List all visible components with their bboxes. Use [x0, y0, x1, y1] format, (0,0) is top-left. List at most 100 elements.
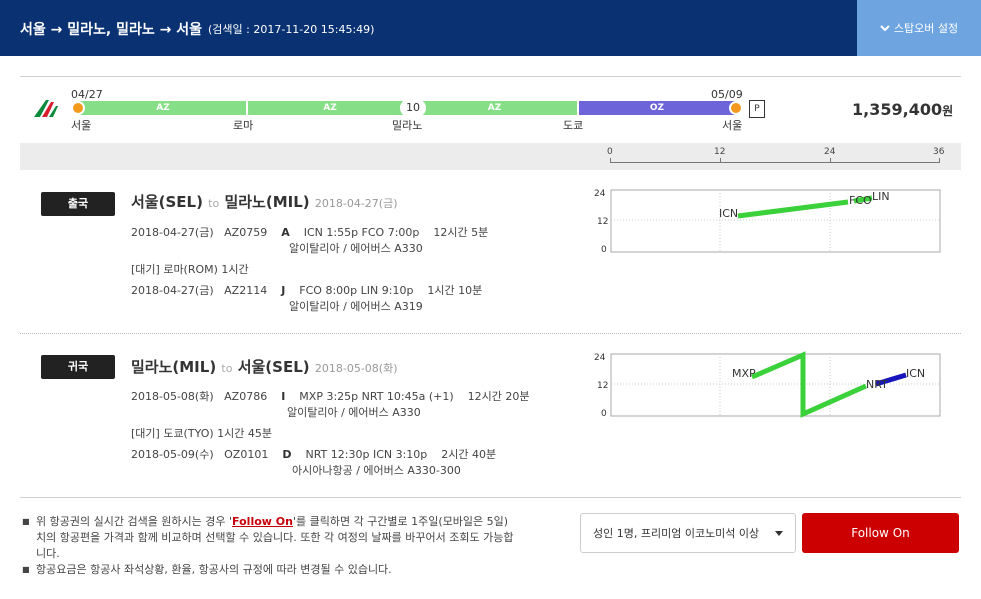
y-tick: 24: [594, 189, 606, 199]
flight-aircraft: 알이탈리아 / 에어버스 A319: [289, 300, 423, 313]
p-badge: P: [749, 100, 765, 118]
flight-segment: [853, 195, 873, 204]
scale-tick: 24: [824, 147, 836, 157]
scale-tick: 0: [607, 147, 613, 157]
city-label: 밀라노: [392, 119, 423, 132]
flight-aircraft: 아시아나항공 / 에어버스 A330-300: [292, 464, 461, 477]
bullet-icon: ■: [22, 565, 30, 574]
return-date: 05/09: [711, 88, 743, 101]
notice-follow-on: ■ 위 항공권의 실시간 검색을 원하시는 경우 'Follow On'를 클릭…: [22, 514, 514, 562]
route-to: 밀라노(MIL): [224, 193, 310, 211]
inbound-badge: 귀국: [41, 355, 115, 379]
booking-class: I: [281, 390, 286, 403]
search-date: (검색일 : 2017-11-20 15:45:49): [208, 23, 375, 36]
flight-times: FCO 8:00p LIN 9:10p: [299, 284, 414, 297]
airport-label: NRT: [866, 378, 888, 391]
scale-mark: [720, 158, 721, 163]
scale-mark: [830, 158, 831, 163]
caret-down-icon: [775, 531, 783, 536]
flight-segment: [751, 351, 868, 418]
route-date: 2018-05-08(화): [314, 362, 398, 375]
price-currency: 원: [942, 104, 954, 118]
trip-title: 서울 → 밀라노, 밀라노 → 서울: [20, 22, 202, 38]
flight-line: 2018-05-09(수) OZ0101 D NRT 12:30p ICN 3:…: [131, 446, 496, 462]
flight-number: AZ2114: [224, 284, 268, 297]
segment-az-1: AZ: [80, 101, 246, 115]
outbound-route-title: 서울(SEL) to 밀라노(MIL) 2018-04-27(금): [131, 191, 398, 212]
flight-number: AZ0759: [224, 226, 268, 239]
scale-tick: 12: [714, 147, 726, 157]
route-from: 서울(SEL): [131, 193, 203, 211]
airport-label: LIN: [872, 190, 890, 203]
flight-date: 2018-05-09(수): [131, 448, 214, 461]
y-tick: 0: [601, 245, 607, 254]
airport-label: ICN: [719, 207, 738, 220]
y-tick: 24: [594, 353, 606, 363]
flight-number: OZ0101: [224, 448, 269, 461]
flight-segment: [737, 199, 849, 219]
stopover-label: 스탑오버 설정: [893, 22, 959, 35]
city-label: 서울: [722, 119, 743, 132]
flight-segment: [875, 372, 907, 387]
flight-line: 2018-04-27(금) AZ2114 J FCO 8:00p LIN 9:1…: [131, 282, 482, 298]
booking-class: D: [282, 448, 292, 461]
segment-oz-1: OZ: [579, 101, 735, 115]
destination-dot: [729, 101, 743, 115]
flight-aircraft: 알이탈리아 / 에어버스 A330: [289, 242, 423, 255]
origin-dot: [71, 101, 85, 115]
flight-line: 2018-05-08(화) AZ0786 I MXP 3:25p NRT 10:…: [131, 388, 530, 404]
chevron-down-icon: [880, 22, 890, 35]
passenger-class-value: 성인 1명, 프리미엄 이코노미석 이상: [593, 527, 760, 540]
divider: [20, 76, 961, 77]
airport-label: MXP: [732, 367, 756, 380]
stopover-settings-button[interactable]: 스탑오버 설정: [857, 0, 981, 56]
follow-on-link[interactable]: Follow On: [232, 515, 293, 528]
booking-class: J: [281, 284, 286, 297]
flight-aircraft: 알이탈리아 / 에어버스 A330: [287, 406, 421, 419]
notice-text: 항공요금은 항공사 좌석상황, 환율, 항공사의 규정에 따라 변경될 수 있습…: [36, 563, 392, 576]
airport-label: ICN: [906, 367, 925, 380]
notice-text: 위 항공권의 실시간 검색을 원하시는 경우 ': [36, 515, 233, 528]
notice-fare: ■ 항공요금은 항공사 좌석상황, 환율, 항공사의 규정에 따라 변경될 수 …: [22, 562, 514, 578]
flight-times: MXP 3:25p NRT 10:45a (+1): [299, 390, 454, 403]
departure-date: 04/27: [71, 88, 103, 101]
booking-class: A: [281, 226, 290, 239]
segment-az-3: AZ: [412, 101, 577, 115]
price-value: 1,359,400: [852, 100, 943, 119]
city-label: 로마: [233, 119, 254, 132]
route-to: 서울(SEL): [237, 358, 310, 376]
route-to-word: to: [208, 197, 220, 210]
scale-mark: [939, 158, 940, 163]
segment-az-2: AZ: [248, 101, 412, 115]
flight-times: ICN 1:55p FCO 7:00p: [303, 226, 420, 239]
flight-date: 2018-04-27(금): [131, 284, 214, 297]
follow-on-button[interactable]: Follow On: [802, 513, 959, 553]
header-bar: 서울 → 밀라노, 밀라노 → 서울 (검색일 : 2017-11-20 15:…: [0, 0, 981, 56]
flight-line: 2018-04-27(금) AZ0759 A ICN 1:55p FCO 7:0…: [131, 224, 488, 240]
alitalia-logo-icon: [32, 98, 60, 118]
city-label: 도쿄: [563, 119, 584, 132]
inbound-time-chart: 24 12 0 MXP NRT ICN: [594, 351, 941, 418]
passenger-class-select[interactable]: 성인 1명, 프리미엄 이코노미석 이상: [580, 513, 796, 553]
flight-duration: 12시간 20분: [467, 390, 530, 403]
y-tick: 12: [597, 217, 608, 227]
scale-tick: 36: [933, 147, 945, 157]
flight-date: 2018-05-08(화): [131, 390, 214, 403]
flight-duration: 2시간 40분: [441, 448, 497, 461]
notice-text: '를 클릭하면 각 구간별로 1주일(모바일은 5일)치의 항공편을 가격과 함…: [36, 515, 514, 560]
flight-date: 2018-04-27(금): [131, 226, 214, 239]
flight-times: NRT 12:30p ICN 3:10p: [305, 448, 428, 461]
section-divider: [20, 333, 961, 334]
outbound-time-chart: 24 12 0 ICN FCO LIN: [594, 189, 941, 254]
divider: [20, 497, 961, 498]
layover-info: [대기] 로마(ROM) 1시간: [131, 263, 249, 276]
scale-mark: [610, 158, 611, 163]
route-date: 2018-04-27(금): [314, 197, 398, 210]
bullet-icon: ■: [22, 517, 30, 526]
total-price: 1,359,400원: [852, 100, 953, 119]
scale-axis: [610, 162, 940, 163]
flight-duration: 12시간 5분: [433, 226, 489, 239]
chart-frame: [610, 189, 941, 253]
y-tick: 12: [597, 381, 608, 391]
stay-nights: 10: [400, 99, 426, 117]
